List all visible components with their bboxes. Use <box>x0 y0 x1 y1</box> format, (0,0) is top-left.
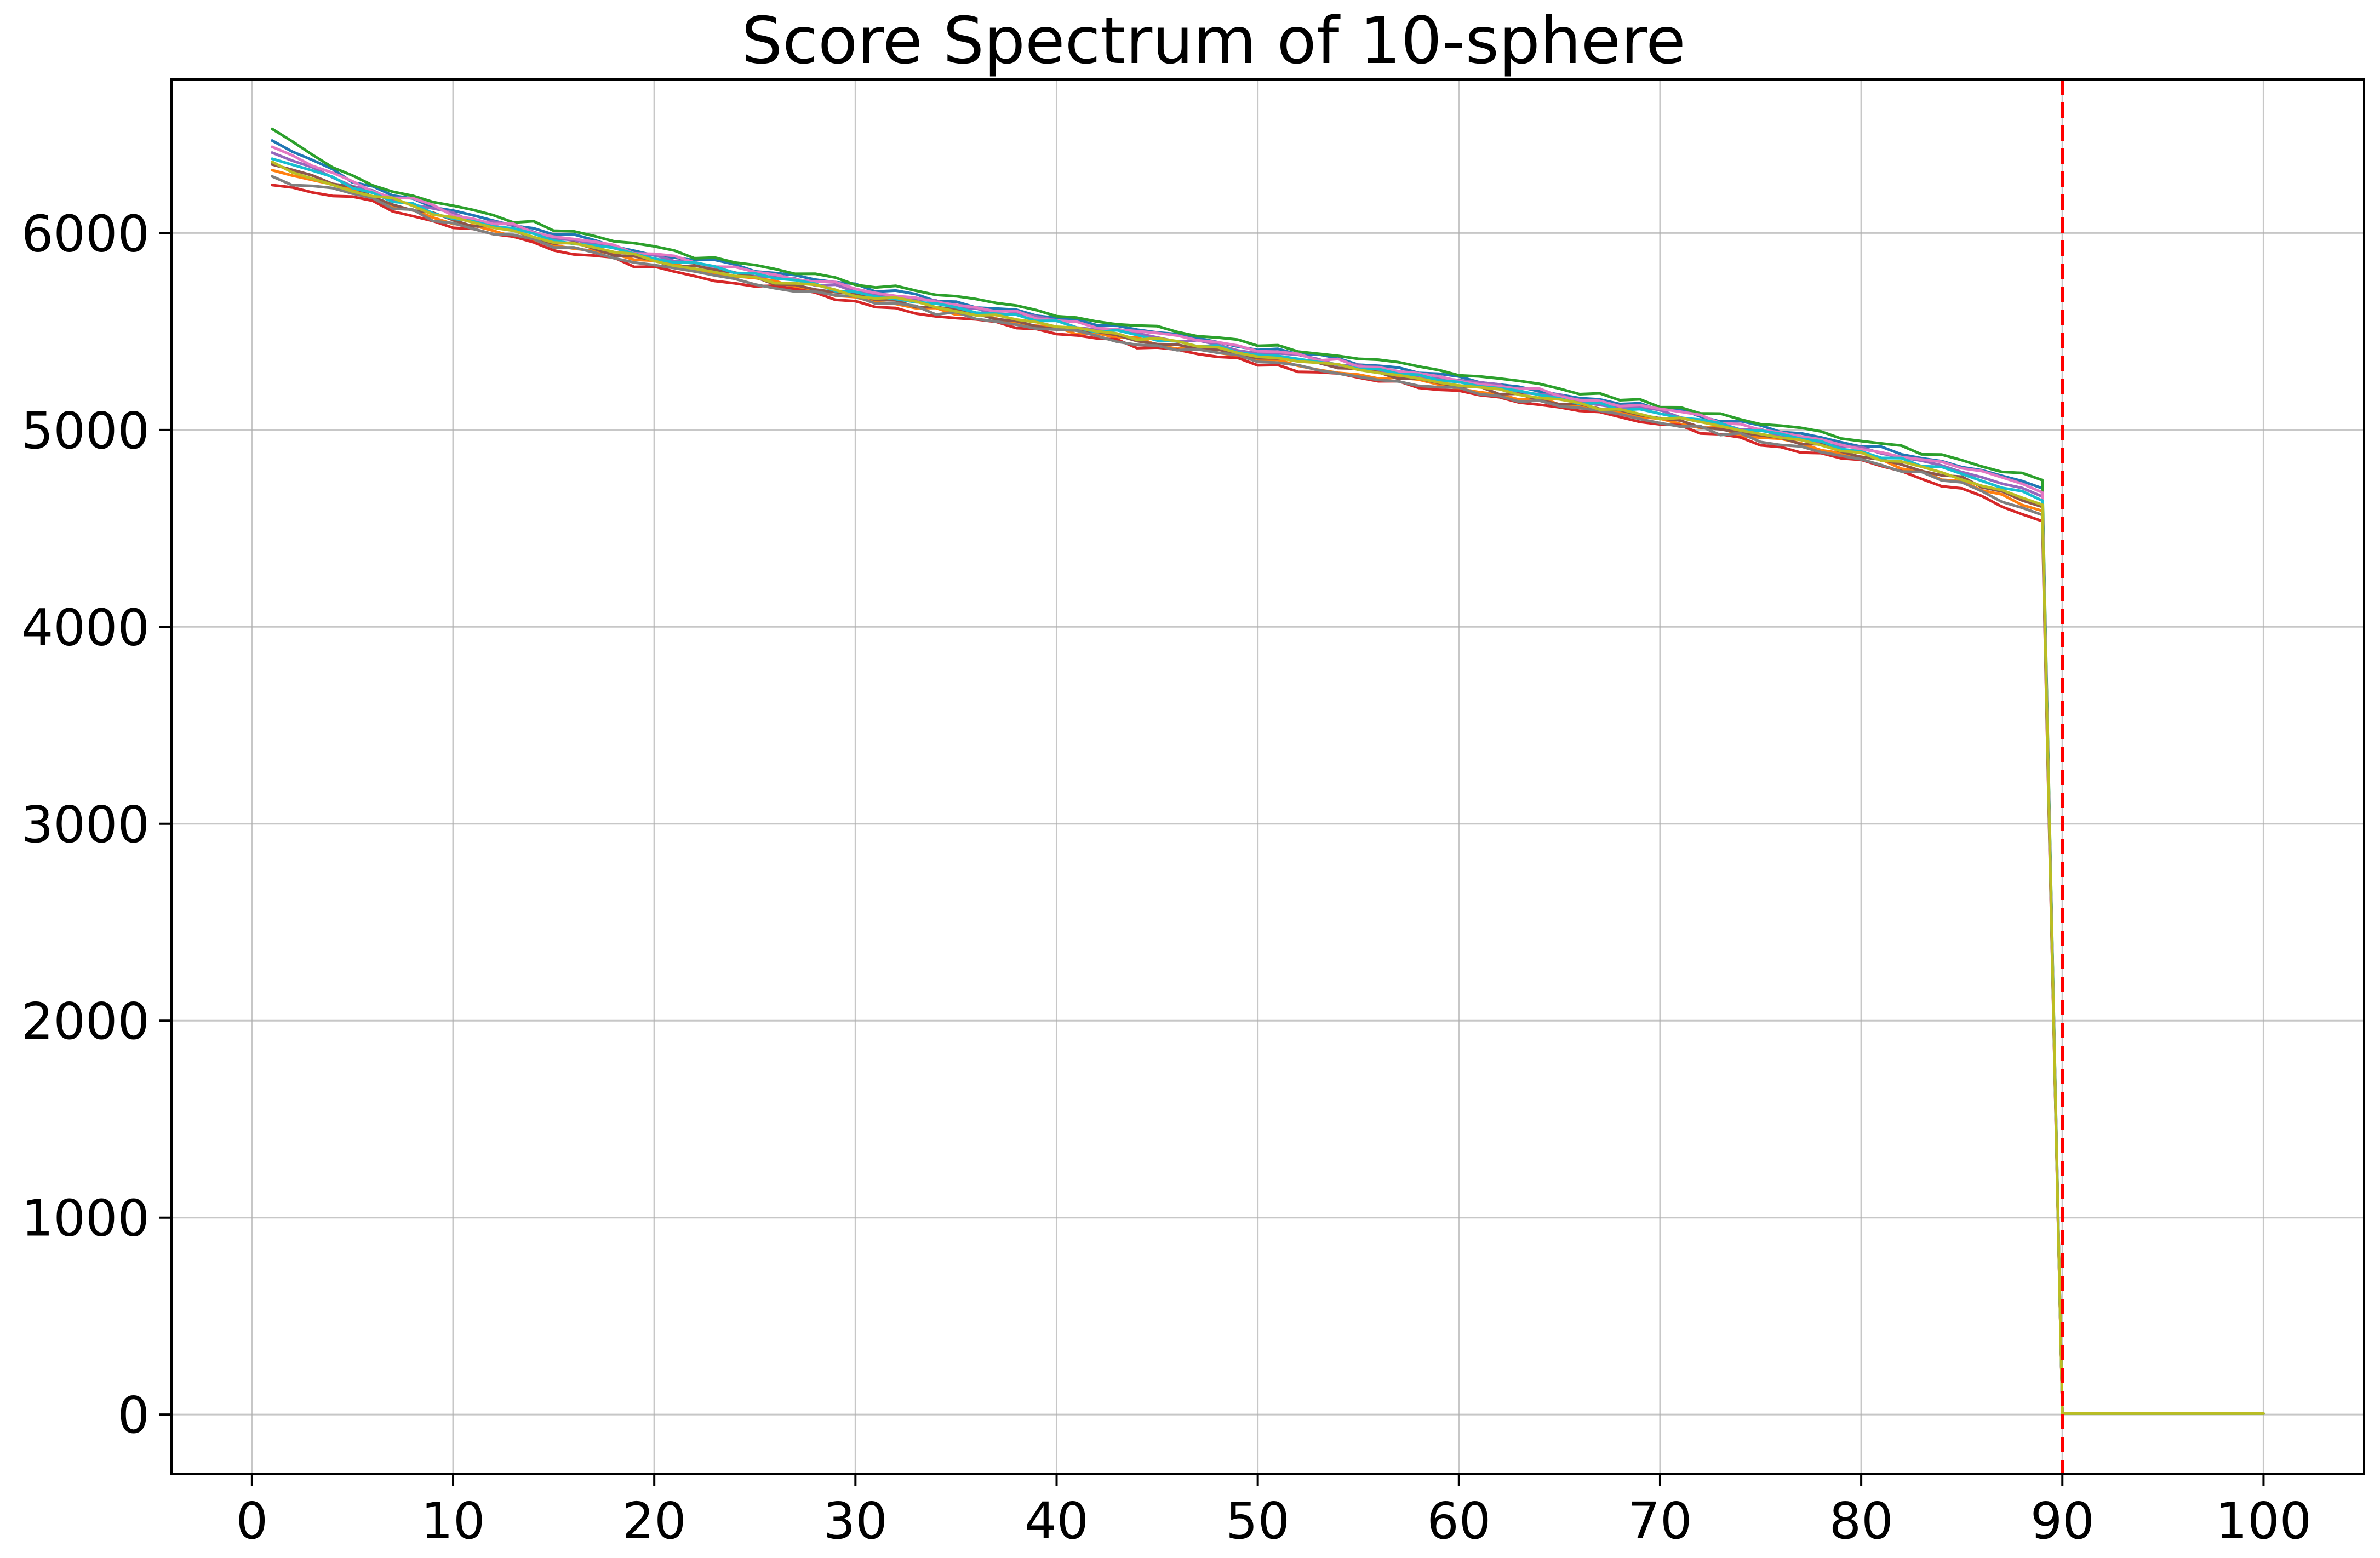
series-line <box>271 157 2265 1415</box>
y-axis-ticks: 0 1000 2000 3000 4000 5000 6000 <box>21 204 171 1445</box>
x-tick-label: 60 <box>1427 1492 1491 1550</box>
x-tick-label: 0 <box>236 1492 268 1550</box>
y-tick-label: 1000 <box>21 1189 150 1248</box>
x-tick-label: 80 <box>1829 1492 1893 1550</box>
y-tick-label: 4000 <box>21 598 150 657</box>
x-tick-label: 70 <box>1628 1492 1692 1550</box>
y-tick-label: 2000 <box>21 992 150 1051</box>
chart-title: Score Spectrum of 10-sphere <box>741 3 1686 78</box>
series-line <box>271 160 2265 1415</box>
axes-frame <box>170 78 2365 1475</box>
x-tick-label: 100 <box>2216 1492 2312 1550</box>
x-tick-label: 20 <box>622 1492 686 1550</box>
series-line <box>271 175 2265 1415</box>
x-tick-label: 90 <box>2030 1492 2095 1550</box>
data-series <box>271 127 2265 1415</box>
y-tick-label: 0 <box>117 1386 150 1445</box>
x-tick-label: 50 <box>1226 1492 1290 1550</box>
y-tick-label: 5000 <box>21 402 150 460</box>
x-tick-label: 30 <box>823 1492 888 1550</box>
x-tick-label: 40 <box>1025 1492 1089 1550</box>
y-tick-label: 3000 <box>21 795 150 854</box>
x-tick-label: 10 <box>421 1492 485 1550</box>
series-line <box>271 145 2265 1415</box>
series-line <box>271 127 2265 1415</box>
y-tick-label: 6000 <box>21 204 150 263</box>
x-axis-ticks: 0 10 20 30 40 50 60 70 80 90 100 <box>236 1474 2312 1550</box>
